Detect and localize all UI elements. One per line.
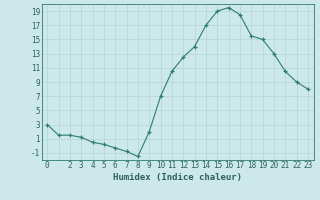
X-axis label: Humidex (Indice chaleur): Humidex (Indice chaleur) <box>113 173 242 182</box>
